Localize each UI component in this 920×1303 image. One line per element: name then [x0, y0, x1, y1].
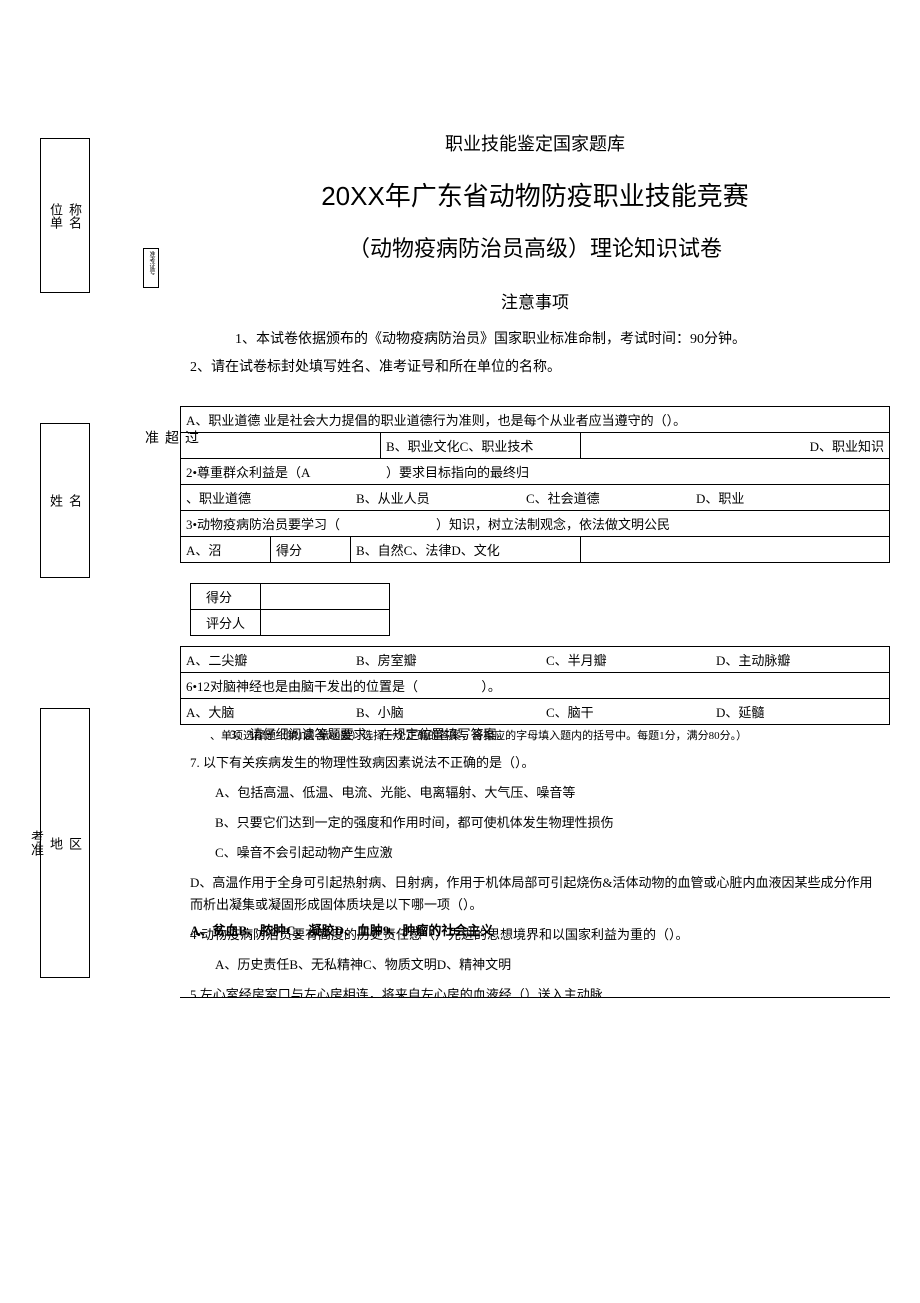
margin-label: 名: [65, 434, 84, 567]
margin-label: 考准: [27, 719, 46, 967]
exam-bank-title: 职业技能鉴定国家题库: [180, 130, 890, 156]
scorer-label: 评分人: [191, 610, 261, 635]
instruction-text: 、单项选择题（第1题-第80题）选择一个正确的答案，将相应的字母填入题内的括号中…: [180, 725, 890, 748]
option-cell: A、大脑: [181, 699, 351, 724]
option-cell: C、半月瓣: [541, 647, 711, 672]
q6-text: 6•12对脑神经也是由脑干发出的位置是（ ）。: [181, 673, 889, 698]
option-cell: D、职业知识: [581, 433, 889, 458]
score-box: 得分 评分人: [190, 583, 390, 636]
option-cell: C、脑干: [541, 699, 711, 724]
margin-label: 区: [65, 719, 84, 967]
option-cell: 、职业道德: [181, 485, 351, 510]
exam-id-box: 准考证号: [143, 248, 159, 288]
q7-text: 7. 以下有关疾病发生的物理性致病因素说法不正确的是（）。: [180, 748, 890, 778]
score-cell: 得分: [271, 537, 351, 562]
q2-text2: ）要求目标指向的最终归: [381, 459, 889, 484]
option-cell: D、职业: [691, 485, 889, 510]
option-cell: B、自然C、法律D、文化: [351, 537, 581, 562]
option-cell: D、延髓: [711, 699, 889, 724]
q5-cutoff: 5 左心室经房室口与左心房相连，将来自左心房的血液经（）送入主动脉: [180, 980, 890, 998]
option-cell: C、社会道德: [521, 485, 691, 510]
notice-title: 注意事项: [180, 288, 890, 313]
option-cell: B、职业文化C、职业技术: [381, 433, 581, 458]
q7-option: D、高温作用于全身可引起热射病、日射病，作用于机体局部可引起烧伤&活体动物的血管…: [180, 868, 890, 920]
q3-text2: ）知识，树立法制观念，依法做文明公民: [431, 511, 889, 536]
q1-row: A、职业道德 业是社会大力提倡的职业道德行为准则，也是每个从业者应当遵守的（）。: [181, 407, 889, 432]
option-cell: B、从业人员: [351, 485, 521, 510]
option-cell: A、二尖瓣: [181, 647, 351, 672]
q3-text: 3•动物疫病防治员要学习（: [181, 511, 431, 536]
option-cell: B、小脑: [351, 699, 541, 724]
q7-option: B、只要它们达到一定的强度和作用时间，都可使机体发生物理性损伤: [180, 808, 890, 838]
option-cell: D、主动脉瓣: [711, 647, 889, 672]
margin-box-unit: 称名 位单: [40, 138, 90, 293]
margin-label: 地: [46, 719, 65, 967]
scorer-value: [261, 610, 389, 635]
exam-subtitle: （动物疫病防治员高级）理论知识试卷: [180, 231, 890, 263]
question-table: A、职业道德 业是社会大力提倡的职业道德行为准则，也是每个从业者应当遵守的（）。…: [180, 406, 890, 563]
option-cell: B、房室瓣: [351, 647, 541, 672]
dotted-label: 准: [140, 430, 160, 452]
q4-text: 4•动物疫病防治员要有高度的历史责任感（）先进的思想境界和以国家利益为重的（）。…: [180, 920, 890, 950]
margin-box-name: 名 姓: [40, 423, 90, 578]
margin-label: 姓: [46, 434, 65, 567]
q2-text: 2•尊重群众利益是（A: [181, 459, 381, 484]
empty-cell: [181, 433, 381, 458]
exam-id-label: 准考证号: [148, 251, 154, 275]
dotted-label: 超: [160, 430, 180, 452]
q7-option: A、包括高温、低温、电流、光能、电离辐射、大气压、噪音等: [180, 778, 890, 808]
option-cell: A、沼: [181, 537, 271, 562]
q4-options: A、历史责任B、无私精神C、物质文明D、精神文明: [180, 950, 890, 980]
score-label: 得分: [191, 584, 261, 609]
q7-option: C、噪音不会引起动物产生应激: [180, 838, 890, 868]
notice-text: 2、请在试卷标封处填写姓名、准考证号和所在单位的名称。: [180, 356, 890, 376]
empty-cell: [581, 537, 889, 562]
margin-label: 位单: [46, 149, 65, 282]
margin-box-region: 区 地 考准: [40, 708, 90, 978]
margin-label: 称名: [65, 149, 84, 282]
exam-title: 20XX年广东省动物防疫职业技能竞赛: [180, 176, 890, 213]
score-value: [261, 584, 389, 609]
notice-text: 1、本试卷依据颁布的《动物疫病防治员》国家职业标准命制，考试时间：90分钟。: [180, 328, 890, 348]
